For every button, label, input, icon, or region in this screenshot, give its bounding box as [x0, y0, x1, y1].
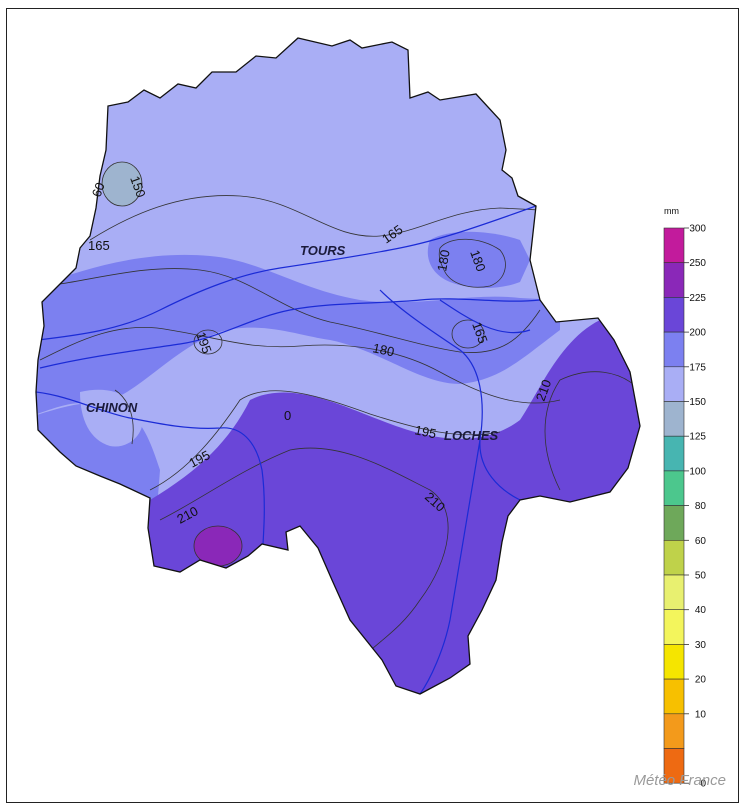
contour-lines — [39, 161, 640, 661]
rivers — [36, 205, 541, 694]
legend-tick-label: 200 — [689, 328, 706, 339]
legend-color-box — [663, 331, 685, 368]
contour-label: 180 — [434, 249, 453, 273]
legend-tick-label: 175 — [689, 362, 706, 373]
legend-color-box — [663, 401, 685, 437]
contour-label: 0 — [284, 408, 291, 423]
legend-color-box — [663, 678, 685, 715]
legend-color-box — [663, 609, 685, 645]
legend-tick-label: 30 — [695, 640, 707, 651]
legend-tick-label: 20 — [695, 675, 707, 686]
legend-unit: mm — [664, 206, 679, 216]
legend-color-box — [663, 470, 685, 506]
department-outline — [35, 37, 641, 695]
zone-175-200 — [36, 254, 560, 420]
legend-color-box — [663, 262, 685, 298]
contour-label: 165 — [88, 238, 110, 253]
legend-color-box — [663, 644, 685, 680]
contour-label: 165 — [469, 320, 491, 346]
legend-color-box — [663, 574, 685, 611]
credit-text: Météo France — [633, 772, 726, 789]
legend-tick-label: 40 — [695, 605, 707, 616]
contour-label: 60 — [89, 180, 108, 199]
zone-175-200-east — [427, 231, 530, 288]
contour-label: 180 — [467, 248, 489, 274]
city-label-tours: TOURS — [300, 243, 346, 258]
zone-125-150 — [102, 162, 142, 206]
legend-color-box — [663, 366, 685, 402]
zone-225-250 — [194, 526, 242, 566]
legend-tick-label: 80 — [695, 501, 707, 512]
contour-label: 195 — [193, 330, 215, 356]
legend-color-box — [663, 748, 685, 784]
legend-color-scale — [663, 227, 685, 784]
legend-tick-label: 300 — [689, 224, 706, 235]
city-label-loches: LOCHES — [444, 428, 499, 443]
legend-tick-label: 150 — [689, 397, 706, 408]
city-label-chinon: CHINON — [86, 400, 138, 415]
legend-tick-label: 10 — [695, 709, 707, 720]
legend: mm 3002502252001751501251008060504030201… — [663, 206, 706, 790]
legend-tick-label: 50 — [695, 571, 707, 582]
legend-tick-label: 0 — [700, 779, 706, 790]
legend-tick-label: 100 — [689, 466, 706, 477]
contour-label: 150 — [127, 174, 149, 200]
legend-tick-label: 60 — [695, 536, 707, 547]
legend-color-box — [663, 297, 685, 333]
legend-tick-label: 250 — [689, 258, 706, 269]
legend-tick-label: 225 — [689, 293, 706, 304]
contour-label: 180 — [371, 340, 395, 359]
contour-label: 210 — [533, 378, 555, 404]
contour-label: 195 — [413, 422, 437, 441]
legend-tick-label: 125 — [689, 432, 706, 443]
legend-color-box — [663, 539, 685, 576]
legend-color-box — [663, 713, 685, 749]
legend-color-box — [663, 505, 685, 541]
legend-color-box — [663, 227, 685, 264]
legend-color-box — [663, 435, 685, 472]
